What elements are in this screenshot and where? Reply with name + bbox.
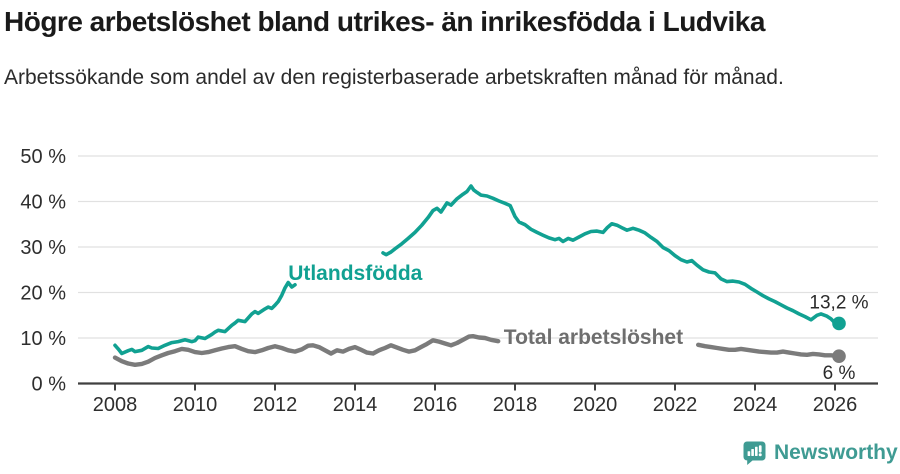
x-axis-tick-label: 2018 xyxy=(493,394,538,416)
y-axis-tick-label: 20 % xyxy=(20,283,66,305)
line-chart: 0 % 10 % 20 % 30 % 40 % 50 % 2008 2010 2012 2014 2… xyxy=(20,146,878,416)
chart-subtitle: Arbetssökande som andel av den registerb… xyxy=(4,66,784,89)
series-label-utlandsfodda: Utlandsfödda xyxy=(288,262,422,285)
series-line-total xyxy=(696,342,842,359)
series-end-value-label-total: 6 % xyxy=(823,363,856,384)
x-axis-tick-label: 2012 xyxy=(253,394,298,416)
series-endpoint-dot-total xyxy=(832,349,846,364)
x-axis-tick-label: 2020 xyxy=(573,394,618,416)
series-end-value-label-utlandsfodda: 13,2 % xyxy=(809,292,868,313)
series-line-utlandsfodda xyxy=(381,184,841,326)
x-axis-tick-label: 2022 xyxy=(653,394,698,416)
y-axis-tick-label: 50 % xyxy=(20,146,66,168)
y-axis-tick-label: 40 % xyxy=(20,192,66,214)
x-axis-tick-label: 2014 xyxy=(333,394,378,416)
x-axis-tick-label: 2008 xyxy=(93,394,138,416)
x-axis-tick-label: 2024 xyxy=(733,394,778,416)
series-line-total xyxy=(112,334,501,367)
y-axis-tick-label: 10 % xyxy=(20,328,66,350)
y-axis-tick-label: 0 % xyxy=(32,374,67,396)
y-axis-tick-label: 30 % xyxy=(20,237,66,259)
x-axis-tick-label: 2016 xyxy=(413,394,458,416)
brand-name: Newsworthy xyxy=(774,441,898,464)
series-line-utlandsfodda xyxy=(113,280,297,356)
x-axis-tick-label: 2026 xyxy=(813,394,858,416)
brand-footer: Newsworthy xyxy=(742,440,898,466)
newsworthy-logo-icon xyxy=(742,440,767,466)
page-title: Högre arbetslöshet bland utrikes- än inr… xyxy=(4,6,765,37)
series-label-total: Total arbetslöshet xyxy=(504,326,683,349)
series-endpoint-dot-utlandsfodda xyxy=(832,316,846,331)
x-axis-tick-label: 2010 xyxy=(173,394,218,416)
